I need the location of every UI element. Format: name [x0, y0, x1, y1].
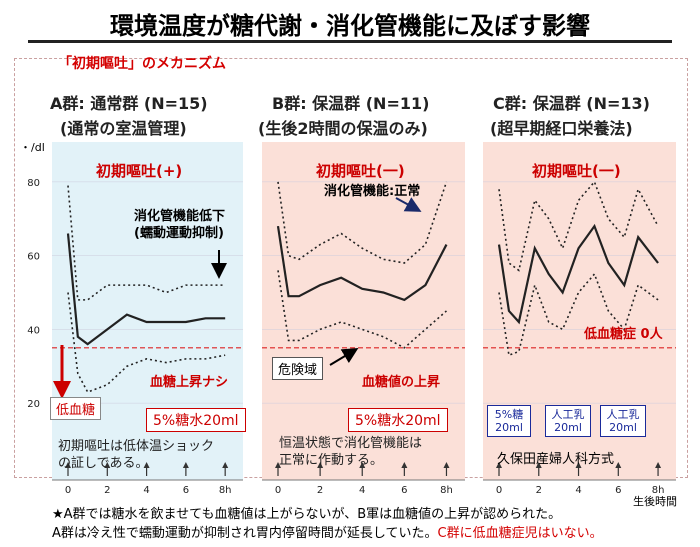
group-a-title: A群: 通常群 (N=15): [50, 94, 208, 113]
panel-1-feed-arrowhead-2: [359, 462, 366, 468]
panel-1-feed-arrowhead-3: [401, 462, 408, 468]
panel-0-feed-arrowhead-0: [65, 462, 71, 468]
feed-box-1: 5%糖 20ml: [487, 405, 531, 437]
group-a-sugar-water-box: 5%糖水20ml: [146, 408, 246, 432]
group-b-note: 恒温状態で消化管機能は 正常に作動する。: [279, 435, 422, 469]
panel-1-series-solid: [276, 225, 448, 302]
feed-box-2-line2: 20ml: [554, 421, 582, 434]
feed-box-3: 人工乳 20ml: [600, 405, 646, 437]
danger-zone-box: 危険域: [272, 357, 324, 380]
panel-0-x-tick-0: 0: [65, 485, 71, 496]
group-b-note-line2: 正常に作動する。: [279, 453, 384, 468]
group-a-note-line1: 初期嘔吐は低体温ショック: [58, 439, 215, 454]
panel-2-x-tick-2: 4: [575, 485, 581, 496]
group-b-vomit-heading: 初期嘔吐(一): [316, 162, 405, 180]
panel-0-x-tick-4: 8h: [219, 485, 232, 496]
group-a-vomit-heading: 初期嘔吐(+): [96, 162, 183, 180]
group-c-no-hypo-label: 低血糖症 0人: [584, 327, 663, 342]
panel-0-feed-arrowhead-1: [104, 462, 111, 468]
group-c-vomit-heading: 初期嘔吐(一): [532, 162, 621, 180]
group-a-no-rise-label: 血糖上昇ナシ: [150, 375, 229, 390]
panel-1-feed-arrowhead-4: [443, 462, 450, 468]
panel-1-x-tick-4: 8h: [440, 485, 453, 496]
group-c-source: 久保田産婦人科方式: [497, 452, 615, 467]
panel-1-x-tick-0: 0: [275, 485, 281, 496]
feed-box-1-line1: 5%糖: [494, 408, 524, 421]
footer-line2-highlight: C群に低血糖症児はいない。: [437, 526, 603, 541]
y-unit-label: ・/dl: [20, 141, 45, 154]
panel-1-feed-arrowhead-0: [275, 462, 281, 468]
panel-1-feed-arrowhead-1: [317, 462, 324, 468]
panel-2-feed-arrowhead-1: [535, 462, 542, 468]
panel-1-x-tick-3: 6: [401, 485, 407, 496]
panel-1-x-tick-1: 2: [317, 485, 323, 496]
footer-line1: ★A群では糖水を飲ませても血糖値は上がらないが、B軍は血糖値の上昇が認められた。: [52, 507, 562, 522]
panel-2-feed-arrowhead-2: [575, 462, 582, 468]
panel-0-series-dotted-upper: [67, 185, 226, 301]
panel-0-feed-arrowhead-4: [222, 462, 229, 468]
arrow-gi-normal: [395, 197, 422, 212]
panel-0-feed-arrowhead-3: [182, 462, 189, 468]
group-b-rise-label: 血糖値の上昇: [362, 375, 441, 390]
footer-line2-main: A群は冷え性で蠕動運動が抑制され胃内停留時間が延長していた。: [52, 526, 438, 541]
footer-line2: A群は冷え性で蠕動運動が抑制され胃内停留時間が延長していた。C群に低血糖症児はい…: [52, 522, 603, 541]
panel-1-series-dotted-upper: [277, 181, 448, 264]
panel-0-x-tick-1: 2: [104, 485, 110, 496]
group-a-callout-line1: 消化管機能低下: [134, 209, 226, 224]
arrow-danger-zone: [329, 347, 359, 366]
panel-0-feed-arrowhead-2: [143, 462, 150, 468]
panel-0-series-solid: [66, 233, 226, 346]
panel-2-series-solid: [497, 223, 659, 325]
feed-box-3-line2: 20ml: [609, 421, 637, 434]
panel-2-x-tick-3: 6: [615, 485, 621, 496]
group-a-note: 初期嘔吐は低体温ショック の証しである。: [58, 438, 214, 472]
group-b-sugar-water-box: 5%糖水20ml: [348, 408, 448, 432]
group-b-title: B群: 保温群 (N=11): [272, 94, 430, 113]
feed-box-2: 人工乳 20ml: [545, 405, 591, 437]
panel-1-series-dotted-lower: [277, 270, 447, 349]
panel-2-x-tick-4: 8h: [652, 485, 665, 496]
group-b-subtitle: (生後2時間の保温のみ): [258, 119, 428, 138]
group-a-note-line2: の証しである。: [58, 456, 149, 471]
y-tick-label-3: 80: [27, 178, 40, 189]
y-tick-label-2: 60: [27, 252, 40, 263]
group-a-subtitle: (通常の室温管理): [60, 119, 187, 138]
panel-1-x-tick-2: 4: [359, 485, 365, 496]
panel-2-feed-arrowhead-3: [615, 462, 622, 468]
feed-box-1-line2: 20ml: [495, 421, 523, 434]
group-c-subtitle: (超早期経口栄養法): [490, 119, 633, 138]
page-title: 環境温度が糖代謝・消化管機能に及ぼす影響: [110, 12, 590, 40]
feed-box-2-line1: 人工乳: [551, 408, 585, 421]
title-underline: [28, 40, 672, 43]
y-tick-label-1: 40: [27, 325, 40, 336]
panel-0-series-dotted-lower: [67, 292, 226, 394]
mechanism-subtitle: 「初期嘔吐」のメカニズム: [58, 56, 226, 72]
x-unit-label: 生後時間: [633, 495, 677, 508]
group-c-title: C群: 保温群 (N=13): [493, 94, 650, 113]
group-b-note-line1: 恒温状態で消化管機能は: [279, 436, 423, 451]
low-glucose-box: 低血糖: [50, 397, 102, 420]
panel-2-series-dotted-upper: [498, 180, 659, 272]
group-a-callout-line2: (蠕動運動抑制): [134, 226, 224, 241]
panel-0-x-tick-3: 6: [183, 485, 189, 496]
y-tick-label-0: 20: [27, 399, 40, 410]
panel-2-x-tick-1: 2: [536, 485, 542, 496]
feed-box-3-line1: 人工乳: [606, 408, 640, 421]
panel-2-x-tick-0: 0: [496, 485, 502, 496]
panel-2-feed-arrowhead-4: [655, 462, 662, 468]
panel-0-x-tick-2: 4: [143, 485, 149, 496]
panel-2-feed-arrowhead-0: [496, 462, 502, 468]
group-b-callout: 消化管機能:正常: [324, 184, 421, 199]
